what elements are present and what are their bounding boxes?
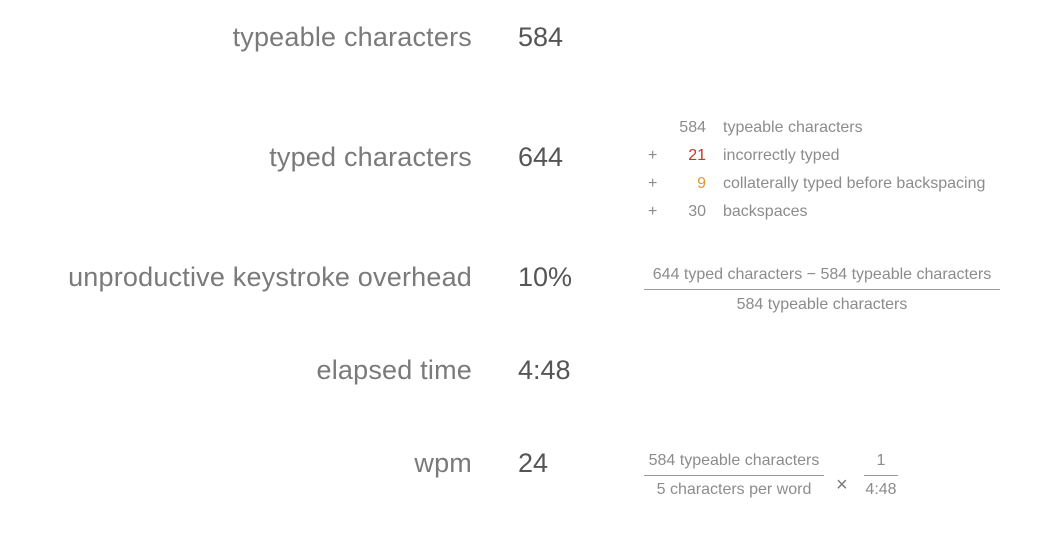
breakdown-num: 21 [688, 147, 706, 164]
typeable-characters-label: typeable characters [232, 22, 472, 52]
breakdown-desc: incorrectly typed [723, 147, 840, 164]
typeable-characters-value: 584 [518, 22, 564, 52]
fraction-bar [644, 289, 1000, 290]
formula-numerator: 644 typed characters − 584 typeable char… [652, 266, 992, 283]
formula-numerator: 584 typeable characters [648, 452, 820, 469]
breakdown-num: 584 [679, 119, 706, 136]
breakdown-num: 9 [697, 175, 706, 192]
typed-characters-value: 644 [518, 142, 564, 172]
wpm-label: wpm [414, 448, 472, 478]
breakdown-row: + 21 incorrectly typed [0, 147, 1046, 167]
fraction-bar [864, 475, 898, 476]
elapsed-time-label: elapsed time [316, 355, 472, 385]
overhead-label: unproductive keystroke overhead [68, 262, 472, 292]
breakdown-desc: typeable characters [723, 119, 863, 136]
formula-numerator: 1 [876, 452, 886, 469]
fraction-bar [644, 475, 824, 476]
breakdown-desc: collaterally typed before backspacing [723, 175, 986, 192]
breakdown-op: + [648, 175, 658, 192]
wpm-value: 24 [518, 448, 549, 478]
breakdown-row: + 30 backspaces [0, 203, 1046, 223]
breakdown-op: + [648, 203, 658, 220]
breakdown-desc: backspaces [723, 203, 808, 220]
breakdown-num: 30 [688, 203, 706, 220]
breakdown-row: + 9 collaterally typed before backspacin… [0, 175, 1046, 195]
breakdown-row: 584 typeable characters [0, 119, 1046, 139]
typed-characters-label: typed characters [269, 142, 472, 172]
formula-denominator: 584 typeable characters [736, 296, 908, 313]
formula-denominator: 4:48 [865, 481, 897, 498]
breakdown-op: + [648, 147, 658, 164]
formula-denominator: 5 characters per word [656, 481, 812, 498]
elapsed-time-value: 4:48 [518, 355, 571, 385]
overhead-value: 10% [518, 262, 573, 292]
multiply-icon: × [836, 474, 848, 496]
